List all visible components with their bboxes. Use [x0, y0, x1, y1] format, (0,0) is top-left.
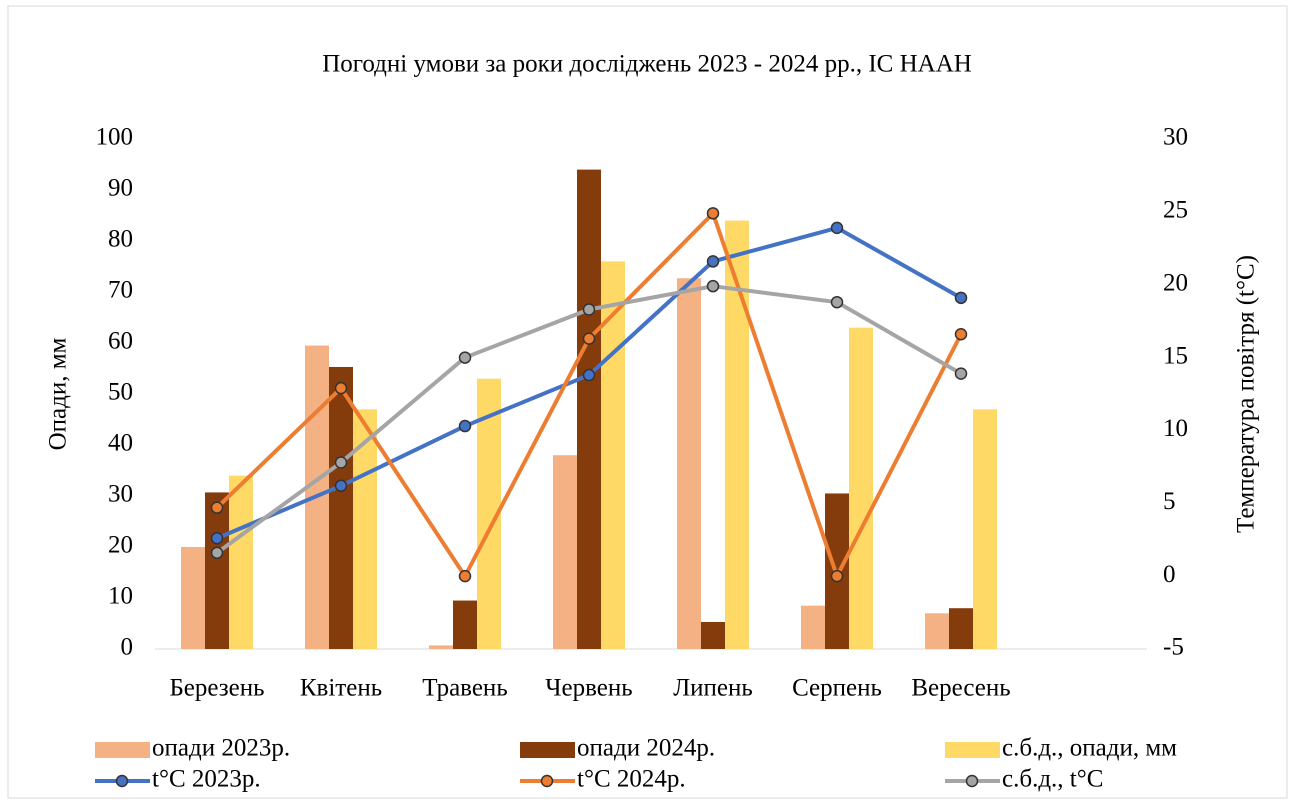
y2-axis-title: Температура повітря (t°C): [1233, 255, 1260, 533]
marker: [582, 332, 596, 345]
legend-label: с.б.д., опади, мм: [1002, 735, 1177, 762]
marker: [830, 295, 844, 309]
bar: [801, 605, 825, 649]
bar: [701, 621, 725, 649]
x-tick-label: Червень: [545, 675, 632, 702]
marker: [458, 419, 472, 433]
bar: [925, 613, 949, 649]
marker: [458, 569, 472, 583]
legend-label: с.б.д., t°C: [1002, 766, 1103, 793]
legend-swatch: [945, 742, 1000, 758]
bar: [553, 455, 577, 649]
marker: [334, 456, 348, 469]
bar: [949, 608, 973, 649]
x-tick-label: Квітень: [300, 675, 382, 702]
y-tick-label: 70: [108, 277, 133, 304]
chart-border: [7, 5, 1288, 799]
legend-swatch: [95, 742, 150, 758]
marker: [830, 569, 844, 583]
marker: [954, 367, 968, 380]
y2-tick-label: 5: [1163, 488, 1176, 515]
y-tick-label: 60: [108, 328, 133, 355]
x-tick-label: Травень: [422, 675, 507, 702]
chart-title: Погодні умови за роки досліджень 2023 - …: [322, 51, 972, 78]
marker: [582, 368, 596, 382]
bar: [353, 409, 377, 649]
legend-label: t°C 2023р.: [152, 766, 261, 793]
bar: [229, 475, 253, 649]
marker: [334, 381, 348, 395]
y-tick-label: 30: [108, 481, 133, 508]
y-tick-label: 20: [108, 532, 133, 559]
y2-tick-label: 20: [1163, 269, 1188, 296]
y-tick-label: 90: [108, 175, 133, 202]
legend-label: опади 2023р.: [152, 735, 290, 762]
bar: [181, 547, 205, 649]
y-tick-label: 40: [108, 430, 133, 457]
marker: [458, 351, 472, 364]
y2-tick-label: 15: [1163, 342, 1188, 369]
marker: [210, 546, 224, 560]
y-axis-title: Опади, мм: [45, 337, 72, 450]
marker: [830, 221, 844, 235]
marker: [706, 255, 720, 268]
marker: [582, 303, 596, 316]
y-tick-label: 10: [108, 583, 133, 610]
y2-tick-label: 30: [1163, 124, 1188, 151]
marker: [954, 328, 968, 341]
y-tick-label: 0: [121, 634, 134, 661]
bar: [429, 645, 453, 649]
x-tick-label: Серпень: [792, 675, 882, 702]
y-tick-label: 80: [108, 226, 133, 253]
marker: [706, 279, 720, 293]
y2-tick-label: 10: [1163, 415, 1188, 442]
bar: [205, 492, 229, 649]
bar: [577, 169, 601, 649]
marker: [210, 532, 224, 545]
marker: [954, 291, 968, 305]
legend-swatch: [520, 742, 575, 758]
y2-tick-label: 0: [1163, 561, 1176, 588]
legend-swatch: [540, 774, 554, 788]
y2-tick-label: -5: [1163, 634, 1184, 661]
x-tick-label: Березень: [169, 675, 264, 702]
bar: [453, 600, 477, 649]
y2-tick-label: 25: [1163, 197, 1188, 224]
bar: [601, 261, 625, 649]
bar: [329, 366, 353, 649]
marker: [334, 479, 348, 493]
x-tick-label: Вересень: [911, 675, 1010, 702]
y-tick-label: 100: [96, 124, 134, 151]
legend-label: t°C 2024р.: [577, 766, 686, 793]
bar: [973, 409, 997, 649]
y-tick-label: 50: [108, 379, 133, 406]
legend-swatch: [965, 774, 979, 788]
x-tick-label: Липень: [673, 675, 753, 702]
legend-swatch: [115, 774, 129, 788]
bar: [677, 278, 701, 649]
legend-label: опади 2024р.: [577, 735, 715, 762]
marker: [706, 207, 720, 220]
marker: [210, 501, 224, 514]
bar: [849, 327, 873, 649]
